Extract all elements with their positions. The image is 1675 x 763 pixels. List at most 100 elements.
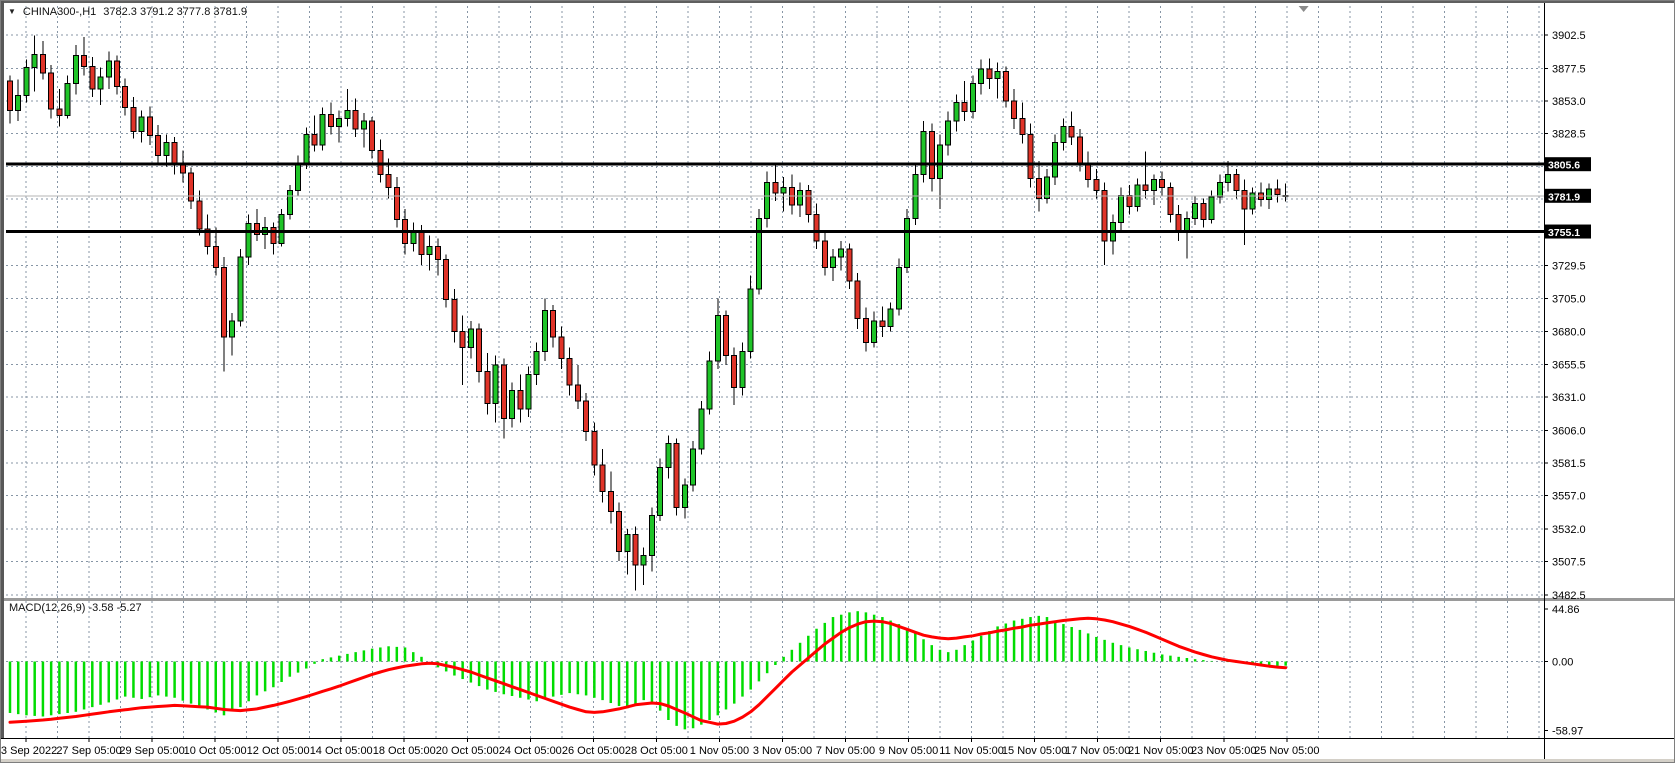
price-tag-label: 3755.1 bbox=[1548, 227, 1580, 239]
candle-bear bbox=[1011, 100, 1018, 119]
candle-bull bbox=[1183, 217, 1190, 233]
candle-bear bbox=[130, 107, 137, 133]
price-tick-label: 3729.5 bbox=[1552, 261, 1586, 273]
candle-bull bbox=[797, 189, 804, 206]
candle-bull bbox=[1249, 192, 1256, 210]
candle-bear bbox=[171, 141, 178, 166]
candle-bear bbox=[566, 357, 573, 386]
candle-bull bbox=[509, 389, 516, 419]
price-tick-label: 3705.0 bbox=[1552, 293, 1586, 305]
window-top-border bbox=[1, 1, 1674, 3]
candle-bear bbox=[1093, 179, 1100, 191]
time-tick-label: 26 Oct 05:00 bbox=[562, 745, 625, 757]
candle-bear bbox=[558, 336, 565, 359]
macd-scale[interactable]: 44.86 0.00 -58.97 bbox=[1544, 604, 1583, 737]
time-tick-label: 18 Oct 05:00 bbox=[373, 745, 436, 757]
candle-bear bbox=[146, 116, 153, 137]
candle-bull bbox=[245, 223, 252, 258]
candle-bear bbox=[1257, 192, 1264, 201]
candle-bull bbox=[23, 67, 30, 97]
candle-bear bbox=[788, 187, 795, 206]
candle-bull bbox=[994, 71, 1001, 79]
price-axis[interactable]: 3902.5 3877.5 3853.0 3828.5 3729.5 3705.0 3680… bbox=[1544, 30, 1591, 602]
pane-separator[interactable] bbox=[1, 598, 1675, 601]
candle-bear bbox=[591, 431, 598, 466]
candle-bear bbox=[607, 491, 614, 513]
time-tick-label: 10 Oct 05:00 bbox=[184, 745, 247, 757]
candle-bull bbox=[690, 448, 697, 486]
candle-bear bbox=[253, 223, 260, 235]
candle-bull bbox=[492, 364, 499, 405]
time-tick-label: 23 Nov 05:00 bbox=[1191, 745, 1256, 757]
price-tag-current-price: 3781.9 bbox=[1545, 188, 1591, 203]
candle-bull bbox=[945, 120, 952, 146]
candle-bear bbox=[583, 400, 590, 433]
candle-bear bbox=[1175, 213, 1182, 233]
candle-bull bbox=[706, 360, 713, 410]
candle-bear bbox=[616, 511, 623, 553]
candle-bull bbox=[97, 76, 104, 90]
candle-bull bbox=[920, 131, 927, 175]
candle-bull bbox=[1060, 125, 1067, 143]
candle-bull bbox=[1216, 181, 1223, 198]
candle-bear bbox=[1200, 203, 1207, 221]
candle-bear bbox=[385, 173, 392, 189]
time-tick-label: 7 Nov 05:00 bbox=[816, 745, 875, 757]
candles-layer bbox=[7, 35, 1289, 591]
candle-bull bbox=[229, 320, 236, 338]
price-tick-label: 3581.5 bbox=[1552, 458, 1586, 470]
candle-bear bbox=[327, 113, 334, 127]
candle-bull bbox=[681, 484, 688, 509]
candle-bear bbox=[846, 248, 853, 282]
candle-bear bbox=[311, 133, 318, 146]
candle-bull bbox=[780, 187, 787, 194]
candle-bear bbox=[1159, 179, 1166, 189]
macd-scale-label: -58.97 bbox=[1552, 725, 1583, 737]
price-tick-label: 3532.0 bbox=[1552, 524, 1586, 536]
candle-bull bbox=[533, 351, 540, 375]
candle-bear bbox=[1085, 163, 1092, 181]
chart-dropdown-icon[interactable]: ▼ bbox=[8, 7, 16, 16]
candle-bear bbox=[772, 181, 779, 194]
candle-bull bbox=[871, 320, 878, 343]
horizontal-scrollbar[interactable] bbox=[1, 759, 1674, 762]
candle-bull bbox=[467, 328, 474, 349]
candle-bull bbox=[237, 256, 244, 322]
candle-bear bbox=[459, 331, 466, 349]
time-tick-label: 24 Oct 05:00 bbox=[499, 745, 562, 757]
candle-bull bbox=[15, 95, 22, 111]
candle-bear bbox=[451, 299, 458, 333]
candle-bear bbox=[393, 187, 400, 221]
price-tick-label: 3631.0 bbox=[1552, 392, 1586, 404]
candle-bear bbox=[731, 355, 738, 389]
candle-bull bbox=[336, 117, 343, 127]
candle-bear bbox=[179, 164, 186, 174]
price-tick-label: 3902.5 bbox=[1552, 30, 1586, 42]
time-tick-label: 9 Nov 05:00 bbox=[879, 745, 938, 757]
candle-bear bbox=[484, 371, 491, 405]
price-tick-label: 3853.0 bbox=[1552, 96, 1586, 108]
candle-bull bbox=[426, 245, 433, 255]
candle-bull bbox=[978, 68, 985, 85]
price-tag-support-line: 3755.1 bbox=[1545, 224, 1591, 239]
chart-shift-marker-icon bbox=[1298, 6, 1309, 12]
candle-bull bbox=[665, 443, 672, 469]
candle-bear bbox=[7, 80, 13, 111]
candle-bear bbox=[961, 101, 968, 113]
time-tick-label: 11 Nov 05:00 bbox=[939, 745, 1004, 757]
candle-bull bbox=[1208, 196, 1215, 221]
candle-bear bbox=[928, 131, 935, 179]
horizontal-gridlines bbox=[6, 34, 1544, 596]
candle-bear bbox=[1068, 125, 1075, 138]
candle-bull bbox=[344, 109, 351, 119]
price-tick-label: 3606.0 bbox=[1552, 425, 1586, 437]
candle-bear bbox=[1035, 177, 1042, 199]
candle-bear bbox=[377, 149, 384, 175]
time-tick-label: 20 Oct 05:00 bbox=[436, 745, 499, 757]
candle-bull bbox=[912, 173, 919, 219]
candle-bear bbox=[196, 200, 203, 230]
candle-bear bbox=[188, 172, 195, 202]
